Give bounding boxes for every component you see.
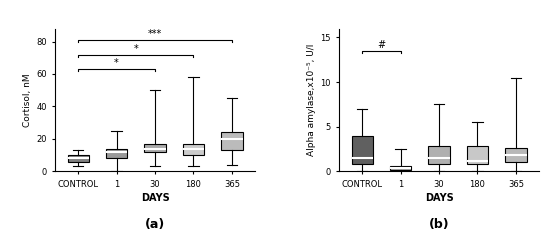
X-axis label: DAYS: DAYS [141,193,169,203]
Text: *: * [134,44,138,54]
PathPatch shape [351,136,373,164]
PathPatch shape [68,155,89,162]
PathPatch shape [106,149,127,158]
Text: *: * [114,59,119,69]
X-axis label: DAYS: DAYS [425,193,453,203]
Text: (a): (a) [145,218,165,231]
PathPatch shape [390,166,411,170]
PathPatch shape [145,144,166,152]
Y-axis label: Alpha amylase,x10⁻⁵, U/l: Alpha amylase,x10⁻⁵, U/l [307,44,316,156]
PathPatch shape [467,146,488,164]
PathPatch shape [221,132,243,150]
PathPatch shape [183,144,204,155]
Text: #: # [377,40,386,50]
Text: (b): (b) [428,218,449,231]
PathPatch shape [428,146,449,164]
Y-axis label: Cortisol, nM: Cortisol, nM [23,73,32,127]
Text: ***: *** [148,29,162,39]
PathPatch shape [505,148,526,163]
